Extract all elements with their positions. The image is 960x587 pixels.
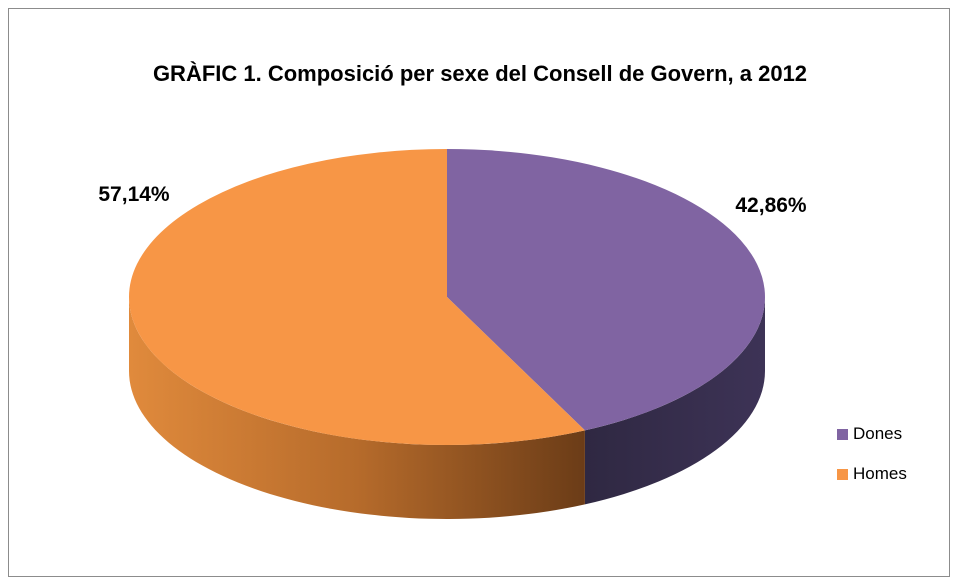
legend-item-homes: Homes [837,462,907,486]
chart-title: GRÀFIC 1. Composició per sexe del Consel… [152,61,808,86]
slice-dones [447,149,765,431]
slice-homes [128,149,585,445]
legend-swatch-dones [837,428,848,440]
slice-side-dones [584,297,765,505]
pie-chart: 57,14% 42,86% [98,149,807,519]
legend-label-dones: Dones [853,424,903,443]
legend-swatch-homes [837,468,848,480]
chart-frame: GRÀFIC 1. Composició per sexe del Consel… [8,8,950,577]
legend-label-homes: Homes [853,464,907,483]
slice-side-homes [129,297,585,519]
slice-label-homes: 57,14% [98,183,170,206]
chart-legend: Dones Homes [837,422,907,502]
slice-label-dones: 42,86% [735,194,807,217]
legend-item-dones: Dones [837,422,907,446]
